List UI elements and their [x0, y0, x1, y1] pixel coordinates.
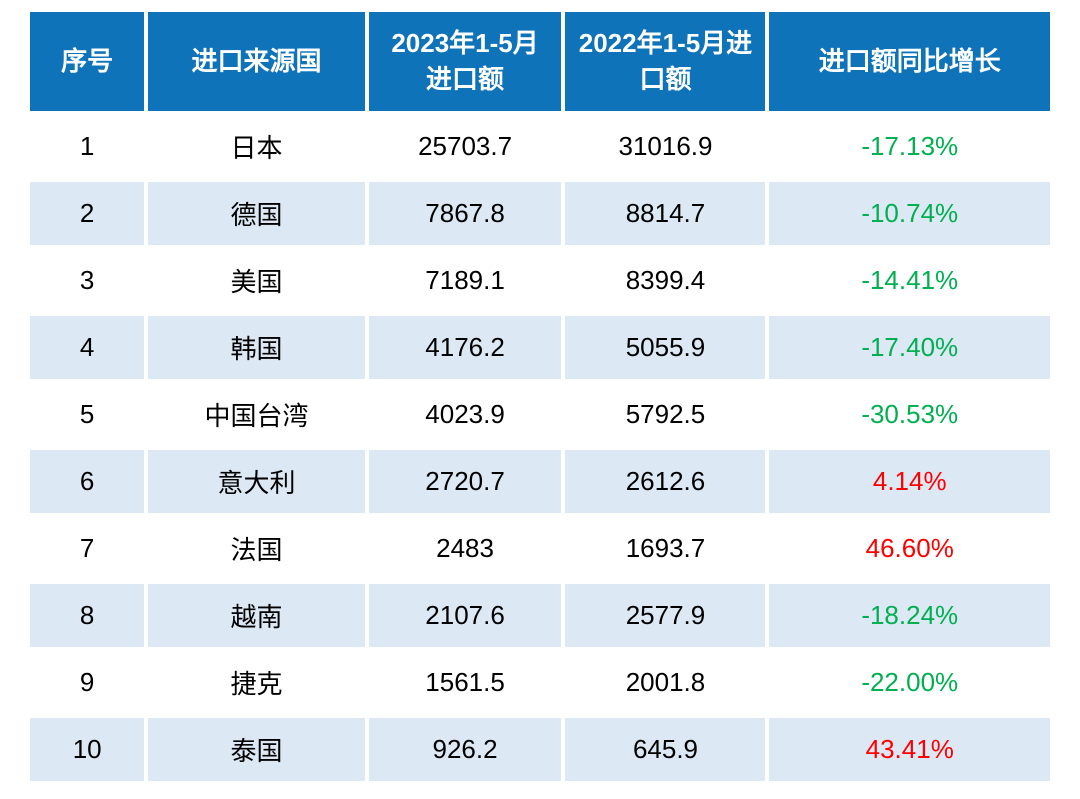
cell-index: 8	[30, 584, 149, 651]
cell-2022-imports: 8814.7	[565, 182, 770, 249]
cell-country: 捷克	[148, 651, 369, 718]
table-row: 9 捷克 1561.5 2001.8 -22.00%	[30, 651, 1050, 718]
cell-2022-imports: 5055.9	[565, 316, 770, 383]
cell-2023-imports: 4023.9	[368, 383, 566, 450]
header-index: 序号	[30, 12, 149, 115]
header-yoy-growth: 进口额同比增长	[769, 12, 1050, 115]
cell-country: 韩国	[148, 316, 369, 383]
cell-country: 越南	[148, 584, 369, 651]
import-sources-table-page: 序号 进口来源国 2023年1-5月进口额 2022年1-5月进口额 进口额同比…	[30, 12, 1050, 785]
cell-2023-imports: 926.2	[368, 718, 566, 785]
cell-index: 7	[30, 517, 149, 584]
cell-2023-imports: 25703.7	[368, 115, 566, 182]
cell-2022-imports: 2001.8	[565, 651, 770, 718]
cell-2023-imports: 2720.7	[368, 450, 566, 517]
cell-yoy-growth: -17.40%	[769, 316, 1050, 383]
cell-2023-imports: 2107.6	[368, 584, 566, 651]
cell-yoy-growth: -14.41%	[769, 249, 1050, 316]
cell-index: 3	[30, 249, 149, 316]
cell-index: 5	[30, 383, 149, 450]
cell-country: 泰国	[148, 718, 369, 785]
table-row: 8 越南 2107.6 2577.9 -18.24%	[30, 584, 1050, 651]
cell-country: 日本	[148, 115, 369, 182]
table-row: 5 中国台湾 4023.9 5792.5 -30.53%	[30, 383, 1050, 450]
cell-country: 中国台湾	[148, 383, 369, 450]
cell-2022-imports: 2612.6	[565, 450, 770, 517]
table-row: 1 日本 25703.7 31016.9 -17.13%	[30, 115, 1050, 182]
table-row: 3 美国 7189.1 8399.4 -14.41%	[30, 249, 1050, 316]
cell-country: 法国	[148, 517, 369, 584]
cell-yoy-growth: -22.00%	[769, 651, 1050, 718]
cell-yoy-growth: 46.60%	[769, 517, 1050, 584]
cell-country: 美国	[148, 249, 369, 316]
cell-yoy-growth: -17.13%	[769, 115, 1050, 182]
table-header-row: 序号 进口来源国 2023年1-5月进口额 2022年1-5月进口额 进口额同比…	[30, 12, 1050, 115]
table-row: 2 德国 7867.8 8814.7 -10.74%	[30, 182, 1050, 249]
table-row: 7 法国 2483 1693.7 46.60%	[30, 517, 1050, 584]
cell-2023-imports: 4176.2	[368, 316, 566, 383]
import-sources-table: 序号 进口来源国 2023年1-5月进口额 2022年1-5月进口额 进口额同比…	[30, 12, 1050, 785]
cell-2022-imports: 1693.7	[565, 517, 770, 584]
cell-index: 10	[30, 718, 149, 785]
cell-index: 2	[30, 182, 149, 249]
cell-2022-imports: 645.9	[565, 718, 770, 785]
cell-2023-imports: 2483	[368, 517, 566, 584]
table-body: 1 日本 25703.7 31016.9 -17.13% 2 德国 7867.8…	[30, 115, 1050, 785]
cell-yoy-growth: -30.53%	[769, 383, 1050, 450]
table-row: 4 韩国 4176.2 5055.9 -17.40%	[30, 316, 1050, 383]
cell-yoy-growth: 4.14%	[769, 450, 1050, 517]
cell-2022-imports: 2577.9	[565, 584, 770, 651]
cell-country: 德国	[148, 182, 369, 249]
header-2022-imports: 2022年1-5月进口额	[565, 12, 770, 115]
table-row: 6 意大利 2720.7 2612.6 4.14%	[30, 450, 1050, 517]
header-source-country: 进口来源国	[148, 12, 369, 115]
cell-country: 意大利	[148, 450, 369, 517]
cell-2022-imports: 8399.4	[565, 249, 770, 316]
header-2023-imports: 2023年1-5月进口额	[368, 12, 566, 115]
cell-index: 1	[30, 115, 149, 182]
cell-index: 9	[30, 651, 149, 718]
table-row: 10 泰国 926.2 645.9 43.41%	[30, 718, 1050, 785]
cell-2022-imports: 5792.5	[565, 383, 770, 450]
cell-yoy-growth: -18.24%	[769, 584, 1050, 651]
cell-2022-imports: 31016.9	[565, 115, 770, 182]
cell-2023-imports: 7189.1	[368, 249, 566, 316]
cell-2023-imports: 7867.8	[368, 182, 566, 249]
cell-2023-imports: 1561.5	[368, 651, 566, 718]
cell-index: 4	[30, 316, 149, 383]
cell-index: 6	[30, 450, 149, 517]
cell-yoy-growth: 43.41%	[769, 718, 1050, 785]
cell-yoy-growth: -10.74%	[769, 182, 1050, 249]
